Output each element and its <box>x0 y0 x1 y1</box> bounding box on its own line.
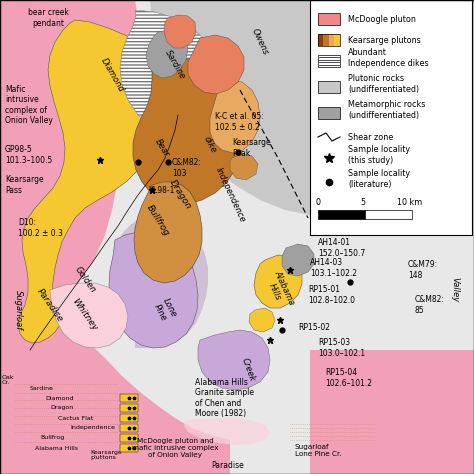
Text: RP15-02: RP15-02 <box>298 323 330 332</box>
Polygon shape <box>282 244 314 276</box>
Text: Paradise: Paradise <box>211 461 245 470</box>
Polygon shape <box>109 232 198 348</box>
Bar <box>335 34 340 46</box>
Bar <box>318 81 340 93</box>
Text: Dragon: Dragon <box>50 405 73 410</box>
Text: Bear: Bear <box>153 137 171 159</box>
Polygon shape <box>210 80 260 153</box>
Text: McDoogle pluton and
mafic intrusive complex
of Onion Valley: McDoogle pluton and mafic intrusive comp… <box>132 438 218 458</box>
Bar <box>318 107 340 119</box>
Polygon shape <box>0 0 135 75</box>
Polygon shape <box>0 292 230 474</box>
Text: GP98-5
101.3–100.5: GP98-5 101.3–100.5 <box>5 146 52 164</box>
Polygon shape <box>198 330 270 390</box>
Polygon shape <box>164 15 196 48</box>
Text: Sample locality
(this study): Sample locality (this study) <box>348 145 410 165</box>
Polygon shape <box>0 0 125 390</box>
Bar <box>329 34 335 46</box>
Text: Independence: Independence <box>70 426 115 430</box>
Text: Shear zone: Shear zone <box>348 133 393 142</box>
Text: Sardine: Sardine <box>30 385 54 391</box>
Bar <box>318 55 340 67</box>
Polygon shape <box>115 215 208 348</box>
Bar <box>120 444 138 452</box>
Text: Independence: Independence <box>213 166 246 224</box>
Text: Metamorphic rocks
(undifferentiated): Metamorphic rocks (undifferentiated) <box>348 100 425 120</box>
Text: D10:
100.2 ± 0.3: D10: 100.2 ± 0.3 <box>18 219 63 237</box>
Bar <box>310 0 472 235</box>
Polygon shape <box>184 418 270 445</box>
Polygon shape <box>18 20 163 343</box>
Polygon shape <box>134 182 202 283</box>
Bar <box>323 34 329 46</box>
Text: Mafic
intrusive
complex of
Onion Valley: Mafic intrusive complex of Onion Valley <box>5 85 53 125</box>
Text: Diamond: Diamond <box>45 395 73 401</box>
Text: Alabama
Hills: Alabama Hills <box>264 269 297 311</box>
Polygon shape <box>133 58 242 204</box>
Bar <box>120 434 138 442</box>
Bar <box>120 394 138 402</box>
Text: Whitney: Whitney <box>71 297 100 333</box>
Text: Owens: Owens <box>250 27 270 57</box>
Polygon shape <box>310 350 474 474</box>
Polygon shape <box>230 154 258 180</box>
Text: 5: 5 <box>360 198 365 207</box>
Text: RP15-01
102.8–102.0: RP15-01 102.8–102.0 <box>308 285 355 305</box>
Bar <box>318 210 365 219</box>
Text: Golden: Golden <box>73 265 97 295</box>
Text: dike: dike <box>202 135 218 155</box>
Polygon shape <box>254 255 302 308</box>
Text: AH14-03
103.1–102.2: AH14-03 103.1–102.2 <box>310 258 357 278</box>
Text: Lone
Pine: Lone Pine <box>152 297 178 323</box>
Text: Kearsarge
pluttons: Kearsarge pluttons <box>90 450 122 460</box>
Bar <box>120 414 138 422</box>
Text: Bullfrog: Bullfrog <box>40 436 64 440</box>
Text: Sugarloaf
Lone Pine Cr.: Sugarloaf Lone Pine Cr. <box>295 444 342 456</box>
Polygon shape <box>146 30 188 78</box>
Bar <box>365 210 412 219</box>
Text: Paradise: Paradise <box>35 287 65 323</box>
Text: Kearsarge plutons: Kearsarge plutons <box>348 36 421 45</box>
Text: Alabama Hills
Granite sample
of Chen and
Moore (1982): Alabama Hills Granite sample of Chen and… <box>195 378 254 418</box>
Text: RP15-04
102.6–101.2: RP15-04 102.6–101.2 <box>325 368 372 388</box>
Text: 0: 0 <box>316 198 320 207</box>
Text: Plutonic rocks
(undifferentiated): Plutonic rocks (undifferentiated) <box>348 74 419 94</box>
Polygon shape <box>0 0 474 230</box>
Text: Kearsarge
Peak: Kearsarge Peak <box>232 138 271 158</box>
Bar <box>318 13 340 25</box>
Text: C&M79:
148: C&M79: 148 <box>408 260 438 280</box>
Text: Abundant
Independence dikes: Abundant Independence dikes <box>348 48 428 68</box>
Bar <box>120 404 138 412</box>
Polygon shape <box>120 10 220 133</box>
Text: Cactus Flat: Cactus Flat <box>58 416 93 420</box>
Text: 10 km: 10 km <box>397 198 423 207</box>
Polygon shape <box>188 35 244 94</box>
Polygon shape <box>310 0 474 474</box>
Text: Creek: Creek <box>239 357 256 383</box>
Text: Dragon: Dragon <box>167 179 192 211</box>
Text: KL98-1: KL98-1 <box>148 185 174 194</box>
Bar <box>318 34 323 46</box>
Text: AH14-01
152.0–150.7: AH14-01 152.0–150.7 <box>318 238 365 258</box>
Text: K-C et al. 05:
102.5 ± 0.2: K-C et al. 05: 102.5 ± 0.2 <box>215 112 264 132</box>
Text: Oak
Cr.: Oak Cr. <box>2 374 15 385</box>
Bar <box>318 34 340 46</box>
Text: Sugarloaf: Sugarloaf <box>13 290 22 330</box>
Text: Sample locality
(literature): Sample locality (literature) <box>348 169 410 189</box>
Text: C&M82:
85: C&M82: 85 <box>415 295 445 315</box>
Polygon shape <box>0 0 140 398</box>
Bar <box>120 424 138 432</box>
Text: Bullfrog: Bullfrog <box>145 203 171 237</box>
Text: Valley: Valley <box>450 277 459 302</box>
Text: Diamond: Diamond <box>99 56 125 94</box>
Text: McDoogle pluton: McDoogle pluton <box>348 15 416 24</box>
Polygon shape <box>249 308 275 332</box>
Polygon shape <box>50 283 128 348</box>
Text: bear creek
pendant: bear creek pendant <box>27 9 68 27</box>
Text: Alabama Hills: Alabama Hills <box>35 446 78 450</box>
Text: Kearsarge
Pass: Kearsarge Pass <box>5 175 44 195</box>
Text: C&M82:
103: C&M82: 103 <box>172 158 202 178</box>
Text: Sardine: Sardine <box>163 49 187 81</box>
Text: RP15-03
103.0–102.1: RP15-03 103.0–102.1 <box>318 338 365 358</box>
